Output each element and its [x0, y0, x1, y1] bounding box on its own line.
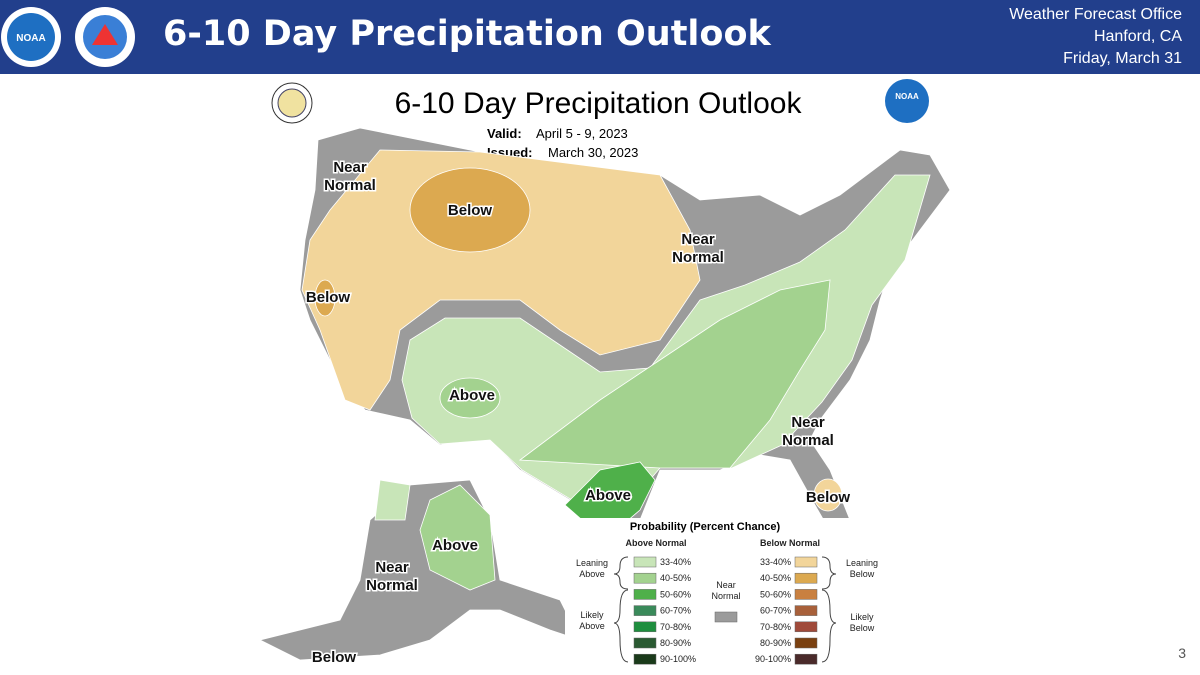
above-range: 40-50%: [660, 573, 691, 583]
likely-above: Likely Above: [579, 610, 605, 631]
page-number: 3: [1178, 645, 1186, 661]
logos: NOAA: [1, 7, 135, 67]
above-swatch: [633, 637, 657, 649]
legend: Probability (Percent Chance) Above Normal…: [565, 518, 878, 666]
above-heading: Above Normal: [625, 538, 686, 548]
above-range: 80-90%: [660, 638, 691, 648]
above-range: 33-40%: [660, 557, 691, 567]
region-label: Below: [306, 289, 351, 306]
brace: [613, 556, 629, 590]
above-swatch: [633, 556, 657, 568]
region-labels: Near Normal Below Below Near Normal Above Above…: [304, 158, 852, 668]
leaning-below: Leaning Below: [846, 558, 878, 579]
header-title: 6-10 Day Precipitation Outlook: [163, 14, 771, 54]
below-range: 70-80%: [760, 622, 791, 632]
below-swatch: [794, 653, 818, 665]
below-range: 33-40%: [760, 557, 791, 567]
below-range: 40-50%: [760, 573, 791, 583]
near-swatch: [714, 611, 738, 623]
brace: [821, 556, 837, 590]
region-label: Above: [585, 487, 631, 504]
location: Hanford, CA: [1093, 28, 1182, 45]
below-swatch: [794, 589, 818, 600]
below-heading: Below Normal: [760, 538, 820, 548]
above-range: 90-100%: [660, 654, 696, 664]
above-range: 50-60%: [660, 589, 691, 599]
above-range: 60-70%: [660, 606, 691, 616]
region-label: Above: [449, 387, 495, 404]
above-range: 70-80%: [660, 622, 691, 632]
region-label: Near Normal: [672, 231, 724, 266]
below-range: 50-60%: [760, 589, 791, 599]
above-swatch: [633, 605, 657, 616]
header-bar: NOAA 6-10 Day Precipitation Outlook Weat…: [0, 0, 1200, 74]
below-swatch: [794, 556, 818, 568]
issued: March 30, 2023: [548, 145, 638, 160]
brace: [613, 589, 629, 663]
likely-below: Likely Below: [850, 612, 875, 633]
region-label: Above: [432, 537, 478, 554]
office: Weather Forecast Office: [1009, 6, 1182, 23]
above-swatch: [633, 621, 657, 633]
region-label: Near Normal: [324, 159, 376, 194]
region-label: Below: [806, 489, 851, 506]
below-swatch: [794, 637, 818, 649]
region-label: Below: [312, 649, 357, 666]
near-normal: Near Normal: [711, 580, 740, 601]
leaning-above: Leaning Above: [576, 558, 608, 579]
below-swatch: [794, 572, 818, 584]
legend-title: Probability (Percent Chance): [630, 521, 781, 533]
valid-label: Valid:: [487, 126, 522, 141]
below-swatch: [794, 621, 818, 633]
above-swatch: [633, 653, 657, 665]
brace: [821, 589, 837, 663]
svg-text:NOAA: NOAA: [16, 33, 45, 44]
region-label: Near Normal: [782, 414, 834, 449]
below-range: 60-70%: [760, 606, 791, 616]
date: Friday, March 31: [1063, 50, 1182, 67]
map-shapes: [258, 127, 951, 661]
region-label: Near Normal: [366, 559, 418, 594]
map-title: 6-10 Day Precipitation Outlook: [395, 87, 803, 120]
svg-text:NOAA: NOAA: [895, 92, 919, 101]
above-swatch: [633, 572, 657, 584]
above-swatch: [633, 589, 657, 600]
below-range: 80-90%: [760, 638, 791, 648]
valid: April 5 - 9, 2023: [536, 126, 628, 141]
region-label: Below: [448, 202, 493, 219]
below-swatch: [794, 605, 818, 616]
below-range: 90-100%: [755, 654, 791, 664]
